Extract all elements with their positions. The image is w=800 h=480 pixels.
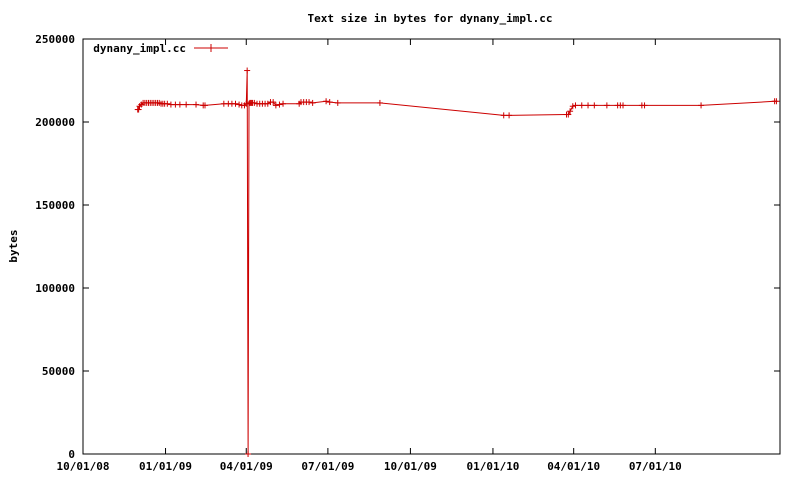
y-axis: 0 50000 100000 150000 200000 250000 xyxy=(35,33,780,461)
data-point xyxy=(323,98,330,105)
data-point xyxy=(585,102,592,109)
legend-label: dynany_impl.cc xyxy=(93,42,186,55)
data-point xyxy=(506,112,513,119)
data-point xyxy=(176,101,183,108)
y-tick-label: 250000 xyxy=(35,33,75,46)
x-tick-label: 04/01/10 xyxy=(547,460,600,473)
data-point xyxy=(620,102,627,109)
data-point xyxy=(193,101,200,108)
y-tick-label: 50000 xyxy=(42,365,75,378)
x-tick-label: 01/01/09 xyxy=(139,460,192,473)
data-point xyxy=(376,99,383,106)
data-point xyxy=(164,100,171,107)
data-point xyxy=(500,112,507,119)
data-series xyxy=(134,67,780,457)
data-point xyxy=(272,102,279,109)
y-tick-label: 0 xyxy=(68,448,75,461)
legend: dynany_impl.cc xyxy=(93,42,228,55)
series-line xyxy=(137,70,777,455)
x-tick-label: 07/01/09 xyxy=(301,460,354,473)
data-point xyxy=(244,67,251,74)
y-tick-label: 100000 xyxy=(35,282,75,295)
chart-title: Text size in bytes for dynany_impl.cc xyxy=(307,12,552,25)
x-tick-label: 01/01/10 xyxy=(466,460,519,473)
data-point xyxy=(591,102,598,109)
x-tick-label: 07/01/10 xyxy=(629,460,682,473)
data-point xyxy=(236,101,243,108)
data-point xyxy=(280,100,287,107)
x-tick-label: 10/01/08 xyxy=(57,460,110,473)
data-point xyxy=(569,103,576,110)
x-axis: 10/01/08 01/01/09 04/01/09 07/01/09 10/01/09… xyxy=(57,39,682,473)
data-point xyxy=(306,99,313,106)
x-tick-label: 04/01/09 xyxy=(220,460,273,473)
data-point xyxy=(309,99,316,106)
x-tick-label: 10/01/09 xyxy=(384,460,437,473)
data-point xyxy=(232,100,239,107)
data-point xyxy=(251,99,258,106)
data-point xyxy=(567,108,574,115)
plot-border xyxy=(82,38,781,455)
data-point xyxy=(270,99,277,106)
data-point xyxy=(578,102,585,109)
data-point xyxy=(245,451,252,457)
data-point xyxy=(572,102,579,109)
data-point xyxy=(698,102,705,109)
data-point xyxy=(334,99,341,106)
data-point xyxy=(201,102,208,109)
y-tick-label: 150000 xyxy=(35,199,75,212)
data-point xyxy=(326,99,333,106)
y-tick-label: 200000 xyxy=(35,116,75,129)
data-point xyxy=(183,101,190,108)
data-point xyxy=(603,102,610,109)
data-point xyxy=(565,111,572,118)
data-point xyxy=(135,106,142,113)
data-point xyxy=(773,98,780,105)
data-point xyxy=(641,102,648,109)
data-point xyxy=(276,101,283,108)
y-axis-label: bytes xyxy=(7,229,20,262)
